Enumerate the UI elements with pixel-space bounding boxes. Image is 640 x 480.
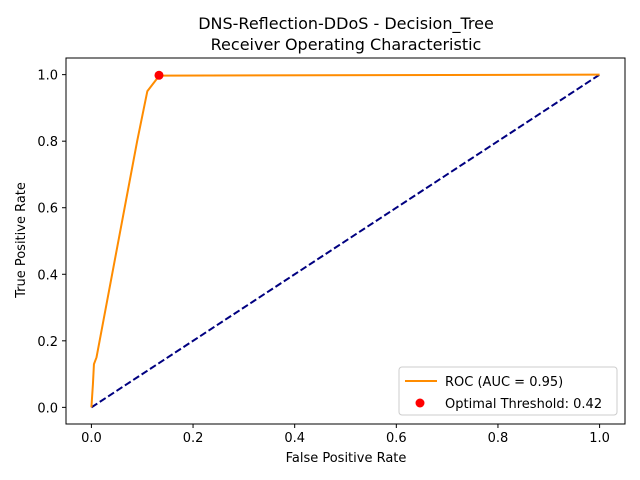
legend-roc-label: ROC (AUC = 0.95) — [445, 375, 563, 390]
x-axis-label: False Positive Rate — [286, 451, 407, 466]
y-tick-label: 0.2 — [37, 335, 58, 350]
axis-ticks: 0.0 0.2 0.4 0.6 0.8 1.0 0.0 0.2 0.4 0.6 0.8 1.0 — [37, 69, 610, 446]
x-tick-label: 0.0 — [81, 431, 102, 446]
y-tick-label: 0.0 — [37, 401, 58, 416]
plot-area — [90, 70, 601, 409]
legend-threshold-marker — [415, 398, 425, 408]
chart-subtitle: Receiver Operating Characteristic — [211, 35, 482, 54]
y-tick-label: 1.0 — [37, 69, 58, 84]
x-tick-label: 0.2 — [183, 431, 204, 446]
chance-diagonal-line — [90, 73, 601, 409]
y-tick-label: 0.4 — [37, 268, 58, 283]
x-tick-label: 0.8 — [488, 431, 509, 446]
legend-threshold-label: Optimal Threshold: 0.42 — [445, 397, 602, 412]
y-axis-label: True Positive Rate — [14, 182, 29, 299]
plot-frame — [65, 57, 626, 425]
y-tick-label: 0.6 — [37, 202, 58, 217]
x-tick-label: 0.4 — [284, 431, 305, 446]
x-tick-label: 1.0 — [589, 431, 610, 446]
legend-box — [398, 366, 618, 416]
x-tick-label: 0.6 — [386, 431, 407, 446]
y-tick-label: 0.8 — [37, 135, 58, 150]
legend: ROC (AUC = 0.95) Optimal Threshold: 0.42 — [398, 366, 618, 416]
chart-title: DNS-Reflection-DDoS - Decision_Tree — [198, 14, 494, 34]
optimal-threshold-point — [154, 70, 164, 80]
